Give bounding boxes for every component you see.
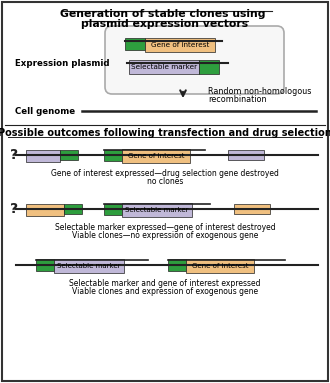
FancyBboxPatch shape [129,60,199,74]
Text: Gene of interest expressed—drug selection gene destroyed: Gene of interest expressed—drug selectio… [51,169,279,177]
Text: Selectable marker and gene of interest expressed: Selectable marker and gene of interest e… [69,278,261,288]
FancyBboxPatch shape [64,204,82,214]
FancyBboxPatch shape [186,259,254,273]
FancyBboxPatch shape [234,204,270,214]
Text: recombination: recombination [208,95,267,105]
Text: Possible outcomes following transfection and drug selection: Possible outcomes following transfection… [0,128,330,138]
Text: Cell genome: Cell genome [15,106,75,116]
FancyBboxPatch shape [26,150,60,162]
Text: Selectable marker: Selectable marker [57,263,121,269]
Text: no clones: no clones [147,177,183,187]
FancyBboxPatch shape [122,149,190,163]
FancyBboxPatch shape [26,204,64,216]
FancyBboxPatch shape [125,38,145,50]
Text: Viable clones—no expression of exogenous gene: Viable clones—no expression of exogenous… [72,231,258,241]
Text: Selectable marker: Selectable marker [131,64,197,70]
Text: Gene of interest: Gene of interest [151,42,209,48]
FancyBboxPatch shape [145,38,215,52]
Text: Selectable marker expressed—gene of interest destroyed: Selectable marker expressed—gene of inte… [55,223,275,231]
FancyBboxPatch shape [104,204,122,215]
FancyBboxPatch shape [168,259,186,271]
FancyBboxPatch shape [228,150,264,160]
Text: plasmid expression vectors: plasmid expression vectors [82,19,248,29]
FancyBboxPatch shape [122,203,192,217]
FancyBboxPatch shape [60,150,78,160]
Text: Expression plasmid: Expression plasmid [15,59,110,69]
FancyBboxPatch shape [104,150,122,161]
Text: Selectable marker: Selectable marker [125,207,189,213]
Text: ?: ? [10,148,18,162]
FancyBboxPatch shape [199,60,219,74]
Text: Gene of interest: Gene of interest [192,263,248,269]
Text: Viable clones and expression of exogenous gene: Viable clones and expression of exogenou… [72,288,258,296]
Text: Gene of interest: Gene of interest [128,153,184,159]
FancyBboxPatch shape [36,259,54,271]
Text: Random non-homologous: Random non-homologous [208,87,312,97]
Text: ?: ? [10,202,18,216]
Text: Generation of stable clones using: Generation of stable clones using [60,9,270,19]
FancyBboxPatch shape [54,259,124,273]
FancyBboxPatch shape [105,26,284,94]
